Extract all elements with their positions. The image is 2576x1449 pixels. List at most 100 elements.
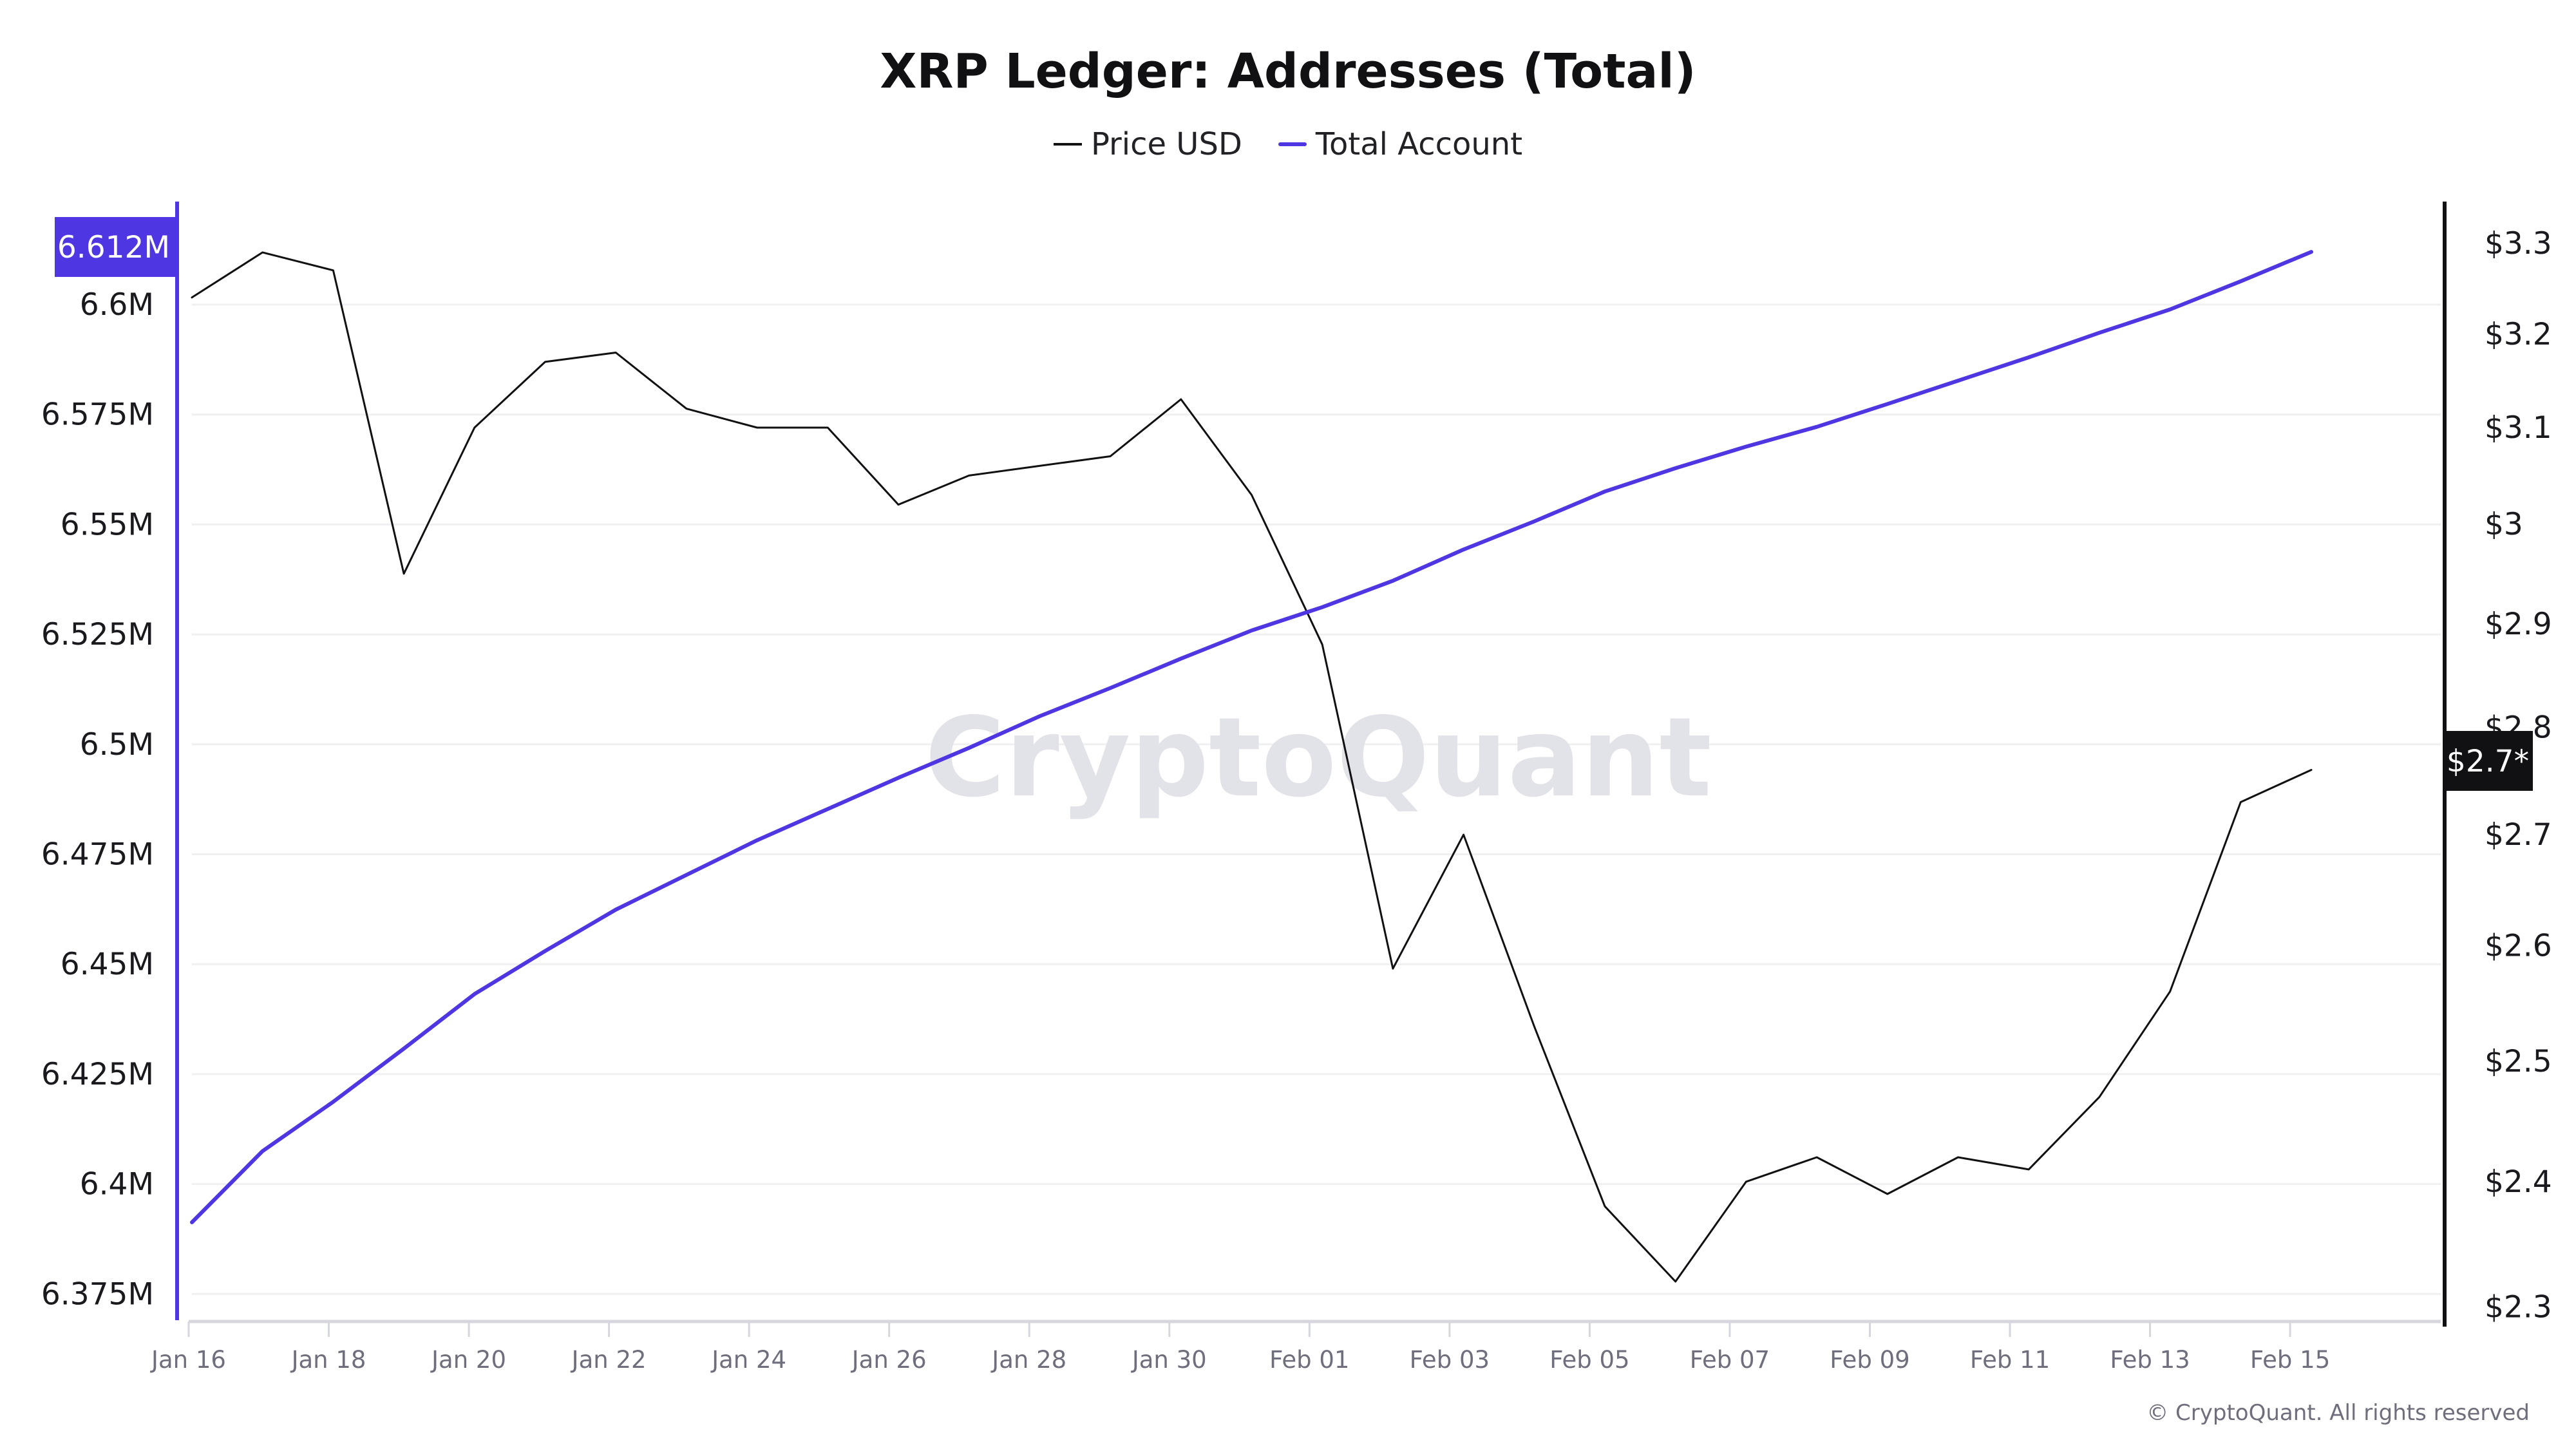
right-axis-tick-label: $2.7 xyxy=(2485,817,2552,853)
legend-swatch-price-usd xyxy=(1053,143,1082,146)
right-axis-tick-label: $2.4 xyxy=(2485,1164,2552,1200)
right-axis-tick-label: $3 xyxy=(2485,507,2523,542)
total-account-point xyxy=(543,949,548,954)
right-axis-tick-label: $3.3 xyxy=(2485,226,2552,261)
price-usd-point xyxy=(2168,989,2173,994)
x-axis-tick-label: Jan 30 xyxy=(1131,1346,1207,1374)
left-axis-tick-label: 6.475M xyxy=(41,837,154,873)
value-badges: 6.612M $2.7* xyxy=(55,217,2533,791)
total-account-point xyxy=(260,1148,265,1153)
copyright-footer: © CryptoQuant. All rights reserved xyxy=(2146,1400,2530,1426)
price-usd-point xyxy=(2026,1167,2031,1172)
left-axis-tick-label: 6.45M xyxy=(61,947,154,982)
legend: Price USD Total Account xyxy=(0,126,2576,162)
total-account-point xyxy=(1602,489,1607,494)
tick-labels: 6.6M 6.575M 6.55M 6.525M 6.5M 6.475M 6.45M 6.42… xyxy=(41,226,2552,1374)
price-usd-point xyxy=(401,571,406,576)
price-usd-point xyxy=(1673,1279,1678,1284)
current-total-account-value: 6.612M xyxy=(57,230,170,265)
total-account-point xyxy=(2309,249,2314,254)
price-usd-point xyxy=(2238,800,2243,805)
total-account-point xyxy=(1743,444,1748,450)
current-price-badge: $2.7* xyxy=(2443,731,2533,791)
price-usd-point xyxy=(613,350,618,355)
total-account-point xyxy=(1885,401,1890,406)
price-usd-point xyxy=(260,250,265,255)
price-usd-point xyxy=(1602,1204,1607,1209)
price-usd-point xyxy=(1885,1191,1890,1197)
x-axis-tick-label: Jan 28 xyxy=(990,1346,1066,1374)
x-axis-tick-label: Jan 24 xyxy=(710,1346,786,1374)
left-axis-tick-label: 6.525M xyxy=(41,617,154,652)
watermark: CryptoQuant xyxy=(925,694,1712,822)
price-usd-point xyxy=(2309,768,2314,773)
left-axis-tick-label: 6.55M xyxy=(61,507,154,542)
total-account-point xyxy=(755,838,760,843)
left-axis-tick-label: 6.425M xyxy=(41,1057,154,1092)
price-usd-point xyxy=(896,502,901,507)
total-account-point xyxy=(2097,330,2102,336)
total-account-point xyxy=(1956,378,1961,383)
total-account-point xyxy=(401,1046,406,1051)
x-axis-tick-label: Feb 03 xyxy=(1410,1346,1490,1374)
x-axis-tick-label: Jan 18 xyxy=(290,1346,366,1374)
total-account-point xyxy=(613,907,618,913)
x-axis-tick-label: Feb 05 xyxy=(1549,1346,1629,1374)
current-total-account-badge-bg xyxy=(55,217,177,277)
total-account-point xyxy=(2168,307,2173,312)
price-usd-point xyxy=(1179,397,1184,402)
right-axis-tick-label: $2.5 xyxy=(2485,1044,2552,1079)
price-usd-point xyxy=(543,359,548,365)
price-usd-point xyxy=(189,295,194,300)
x-axis-tick-label: Jan 20 xyxy=(430,1346,506,1374)
x-axis-tick-label: Feb 09 xyxy=(1830,1346,1909,1374)
legend-label-price-usd: Price USD xyxy=(1090,126,1242,162)
price-usd-point xyxy=(1249,493,1255,498)
right-axis-tick-label: $3.1 xyxy=(2485,410,2552,446)
total-account-point xyxy=(825,806,830,811)
right-axis-tick-label: $2.6 xyxy=(2485,929,2552,964)
price-usd-point xyxy=(1956,1155,1961,1160)
x-axis-tick-label: Feb 13 xyxy=(2110,1346,2190,1374)
total-account-point xyxy=(330,1099,336,1104)
x-axis-tick-label: Feb 01 xyxy=(1269,1346,1349,1374)
total-account-point xyxy=(1179,656,1184,661)
price-usd-point xyxy=(2097,1094,2102,1099)
price-usd-point xyxy=(330,268,336,273)
total-account-point xyxy=(1390,578,1396,583)
legend-swatch-total-account xyxy=(1278,142,1307,146)
price-usd-line xyxy=(191,251,2313,1283)
right-axis-tick-label: $2.9 xyxy=(2485,607,2552,642)
legend-item-total-account[interactable]: Total Account xyxy=(1278,126,1522,162)
price-usd-point xyxy=(1037,463,1042,468)
total-account-point xyxy=(1814,424,1819,430)
current-price-badge-bg xyxy=(2443,731,2533,791)
price-usd-point xyxy=(1814,1155,1819,1160)
left-axis-tick-label: 6.375M xyxy=(41,1276,154,1312)
price-usd-point xyxy=(684,406,689,412)
price-usd-point xyxy=(472,425,477,430)
total-account-point xyxy=(2026,355,2031,360)
total-account-point xyxy=(967,745,972,750)
total-account-point xyxy=(1037,714,1042,719)
price-usd-point xyxy=(1743,1179,1748,1184)
total-account-point xyxy=(2238,279,2243,284)
chart-title: XRP Ledger: Addresses (Total) xyxy=(880,44,1696,99)
right-axis-tick-label: $3.2 xyxy=(2485,317,2552,352)
left-axis-tick-label: 6.6M xyxy=(80,287,154,323)
total-account-point xyxy=(1320,605,1325,610)
price-usd-point xyxy=(825,425,830,430)
price-usd-point xyxy=(755,425,760,430)
legend-item-price-usd[interactable]: Price USD xyxy=(1053,126,1242,162)
price-usd-point xyxy=(1108,454,1113,459)
total-account-point xyxy=(896,775,901,781)
total-account-point xyxy=(189,1220,194,1225)
x-axis-tick-label: Feb 11 xyxy=(1970,1346,2050,1374)
current-price-value: $2.7* xyxy=(2447,744,2529,779)
price-usd-point xyxy=(1390,966,1396,971)
price-usd-point xyxy=(1531,1024,1537,1029)
legend-label-total-account: Total Account xyxy=(1315,126,1523,162)
x-axis-tick-label: Jan 26 xyxy=(851,1346,927,1374)
series xyxy=(189,249,2314,1284)
